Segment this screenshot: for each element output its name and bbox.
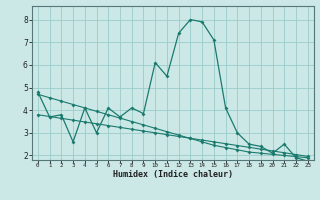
X-axis label: Humidex (Indice chaleur): Humidex (Indice chaleur) xyxy=(113,170,233,179)
